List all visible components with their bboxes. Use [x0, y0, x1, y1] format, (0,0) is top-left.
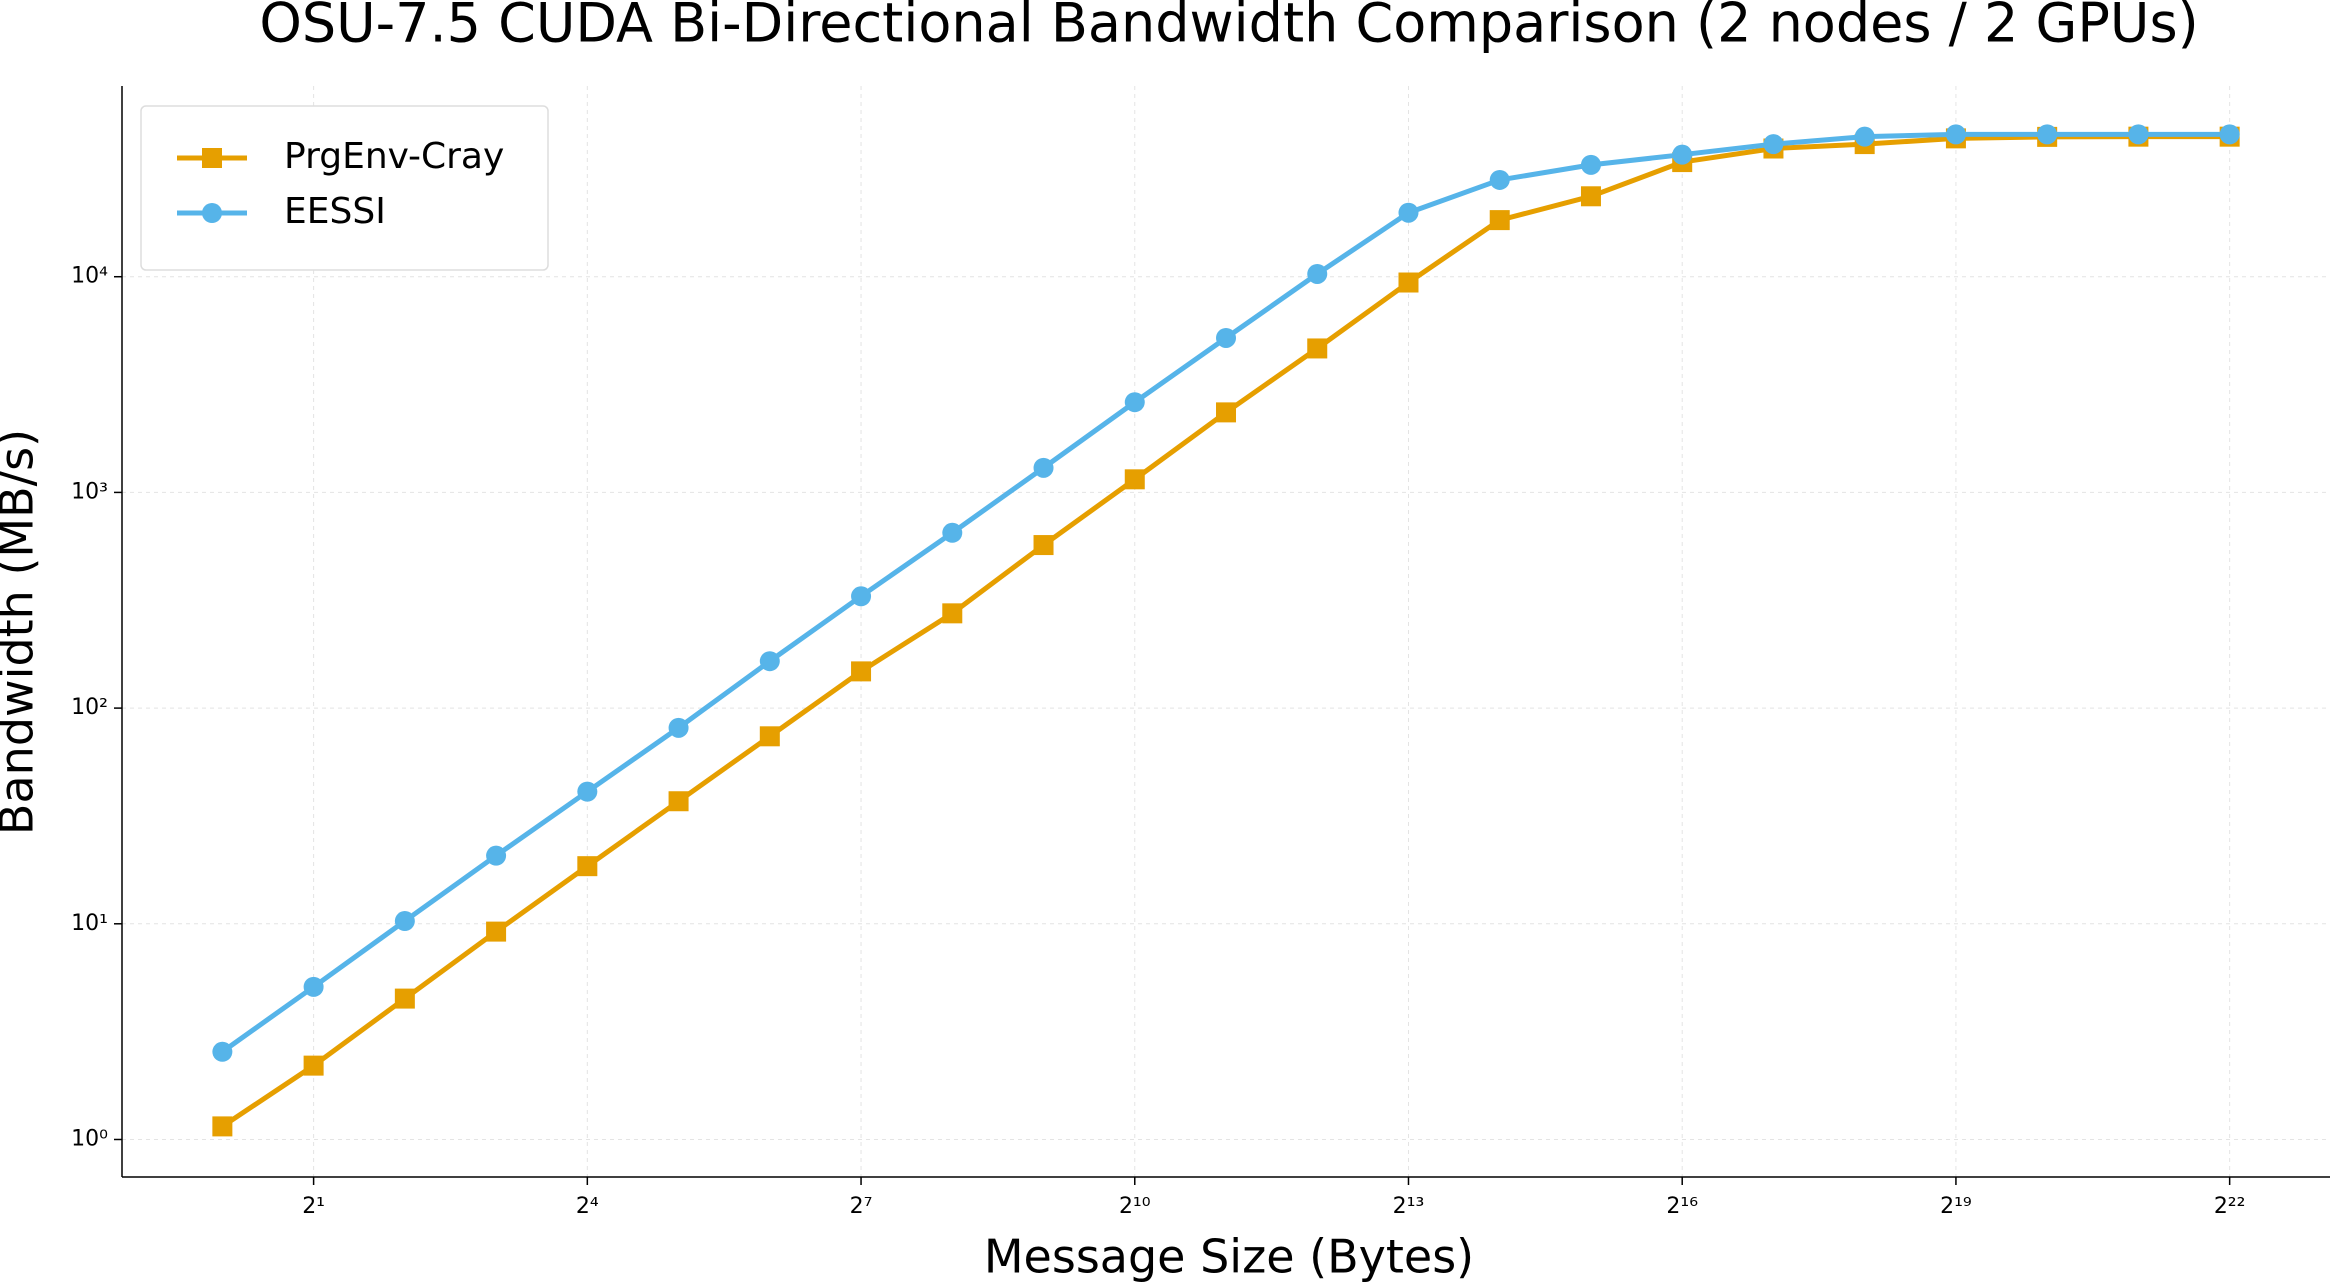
x-tick-label: 2²²	[2214, 1194, 2246, 1219]
marker	[2128, 124, 2149, 145]
legend-label: EESSI	[284, 191, 386, 232]
x-tick-label: 2¹⁹	[1940, 1194, 1972, 1219]
marker	[1124, 469, 1145, 490]
marker	[759, 651, 780, 672]
y-tick-label: 10³	[71, 479, 108, 504]
marker	[1854, 126, 1875, 147]
marker	[202, 148, 222, 168]
marker	[394, 911, 415, 932]
legend: PrgEnv-Cray EESSI	[140, 105, 549, 271]
y-tick-label: 10¹	[71, 911, 108, 936]
x-tick-label: 2¹³	[1393, 1194, 1425, 1219]
marker	[303, 1055, 324, 1076]
marker	[1398, 272, 1419, 293]
marker	[2037, 124, 2058, 145]
marker	[1489, 169, 1510, 190]
marker	[1580, 154, 1601, 175]
y-axis-label: Bandwidth (MB/s)	[0, 429, 44, 835]
marker	[1489, 210, 1510, 231]
marker	[486, 845, 507, 866]
marker	[1945, 124, 1966, 145]
x-tick-label: 2¹⁶	[1666, 1194, 1698, 1219]
marker	[1580, 186, 1601, 207]
marker	[2219, 124, 2240, 145]
marker	[577, 781, 598, 802]
x-tick-label: 2¹⁰	[1119, 1194, 1151, 1219]
marker	[1307, 263, 1328, 284]
y-tick-label: 10²	[71, 695, 108, 720]
marker	[942, 522, 963, 543]
marker	[202, 203, 222, 223]
marker	[1033, 457, 1054, 478]
x-axis-label: Message Size (Bytes)	[984, 1230, 1474, 1284]
marker	[851, 661, 872, 682]
marker	[668, 791, 689, 812]
marker	[212, 1041, 233, 1062]
marker	[1398, 202, 1419, 223]
marker	[577, 856, 598, 877]
marker	[394, 988, 415, 1009]
marker	[486, 921, 507, 942]
chart-title: OSU-7.5 CUDA Bi-Directional Bandwidth Co…	[259, 0, 2198, 55]
marker	[1033, 535, 1054, 556]
x-tick-label: 2¹	[302, 1194, 325, 1219]
marker	[1307, 338, 1328, 359]
marker	[668, 717, 689, 738]
marker	[942, 603, 963, 624]
marker	[1216, 402, 1237, 423]
x-tick-label: 2⁴	[576, 1194, 599, 1219]
marker	[759, 726, 780, 747]
x-tick-label: 2⁷	[850, 1194, 873, 1219]
legend-label: PrgEnv-Cray	[284, 136, 504, 177]
legend-box	[140, 105, 549, 271]
marker	[212, 1116, 233, 1137]
marker	[851, 586, 872, 607]
marker	[1672, 144, 1693, 165]
marker	[1124, 392, 1145, 413]
marker	[1763, 134, 1784, 155]
series-line	[220, 134, 2230, 1129]
marker	[303, 976, 324, 997]
marker	[1216, 327, 1237, 348]
y-tick-label: 10⁰	[71, 1126, 108, 1151]
y-tick-label: 10⁴	[71, 264, 108, 289]
